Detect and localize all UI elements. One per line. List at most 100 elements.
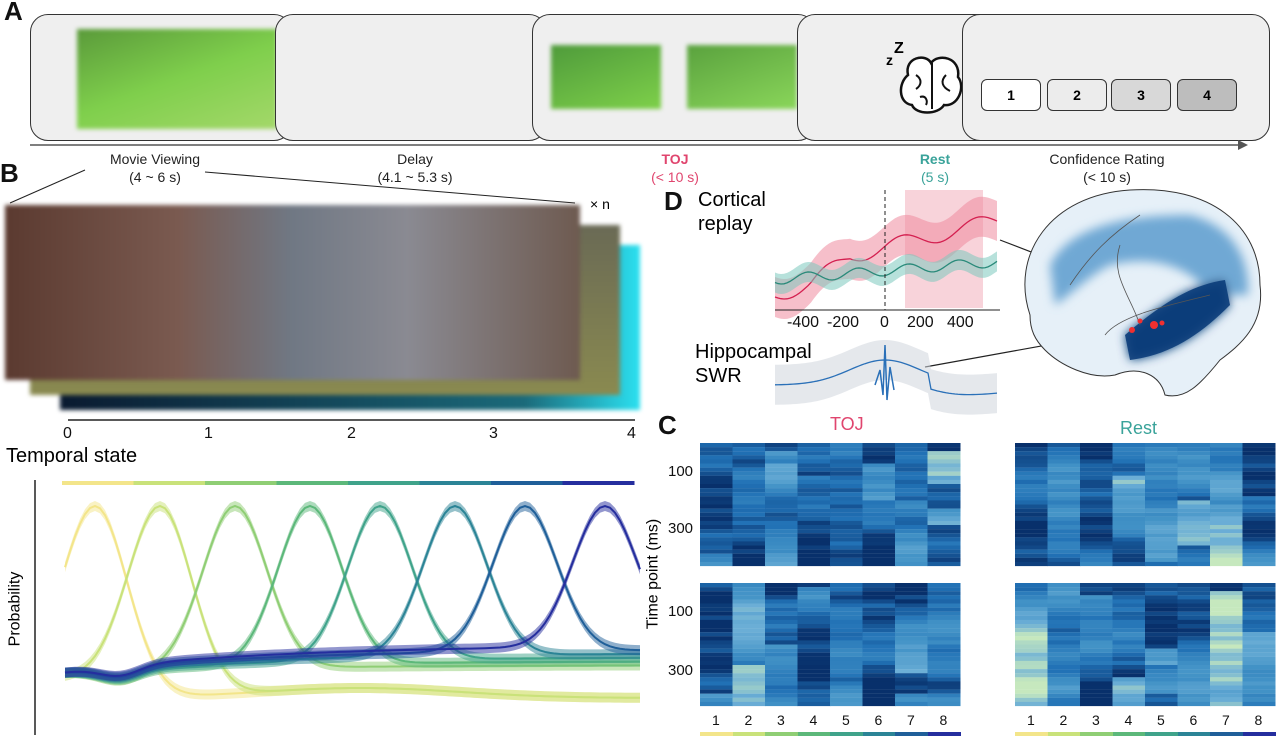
heatmap-cell <box>797 689 831 694</box>
heatmap-cell <box>1047 644 1081 649</box>
heatmap-cell <box>1015 611 1048 616</box>
heatmap-cell <box>895 693 928 698</box>
heatmap-cell <box>927 632 961 637</box>
heatmap-cell <box>1047 475 1081 480</box>
heatmap-cell <box>797 648 831 653</box>
heatmap-cell <box>1015 541 1048 546</box>
heatmap-cell <box>895 467 928 472</box>
heatmap-cell <box>1242 492 1276 497</box>
state-column-label: 8 <box>939 712 948 728</box>
heatmap-cell <box>765 624 798 629</box>
svg-text:Z: Z <box>894 40 904 57</box>
heatmap-cell <box>1047 595 1081 600</box>
heatmap-cell <box>797 471 831 476</box>
heatmap-cell <box>927 525 961 530</box>
state-column-label: 3 <box>777 712 785 728</box>
heatmap-cell <box>862 475 896 480</box>
heatmap-cell <box>1080 471 1113 476</box>
heatmap-cell <box>862 516 896 521</box>
heatmap-cell <box>1242 701 1276 707</box>
heatmap-cell <box>1112 640 1146 645</box>
heatmap-cell <box>1145 443 1178 448</box>
heatmap-cell <box>797 492 831 497</box>
heatmap-cell <box>732 496 766 501</box>
cortical-text: Cortical <box>698 189 766 211</box>
rating-button-1[interactable]: 1 <box>981 79 1041 111</box>
heatmap-cell <box>1210 611 1243 616</box>
toj-clip-2 <box>687 45 797 109</box>
heatmap-cell <box>1145 669 1178 674</box>
heatmap-cell <box>797 615 831 620</box>
heatmap-cell <box>1047 652 1081 657</box>
heatmap-cell <box>862 455 896 460</box>
heatmap-cell <box>1047 685 1081 690</box>
heatmap-cell <box>1177 516 1211 521</box>
heatmap-cell <box>765 545 798 550</box>
heatmap-cell <box>765 520 798 526</box>
heatmap-cell <box>830 636 863 641</box>
heatmap-cell <box>765 484 798 489</box>
heatmap-cell <box>895 500 928 505</box>
heatmap-cell <box>1210 549 1243 554</box>
heatmap-cell <box>732 669 766 674</box>
heatmap-cell <box>1177 484 1211 489</box>
heatmap-cell <box>1177 463 1211 468</box>
heatmap-cell <box>1112 525 1146 530</box>
rating-button-4[interactable]: 4 <box>1177 79 1237 111</box>
heatmap-cell <box>1015 587 1048 592</box>
heatmap-cell <box>1242 451 1276 456</box>
heatmap-cell <box>700 553 733 558</box>
heatmap-cell <box>830 455 863 460</box>
rating-button-3[interactable]: 3 <box>1111 79 1171 111</box>
rating-button-2[interactable]: 2 <box>1047 79 1107 111</box>
heatmap-cell <box>1112 648 1146 653</box>
heatmap-cell <box>1112 561 1146 567</box>
heatmap-cell <box>895 475 928 480</box>
heatmap-cell <box>862 685 896 690</box>
heatmap-cell <box>1177 492 1211 497</box>
heatmap-cell <box>797 500 831 505</box>
heatmap-cell <box>732 475 766 480</box>
heatmap-cell <box>1112 607 1146 612</box>
state-color-swatch <box>895 732 928 736</box>
heatmap-cell <box>1177 537 1211 542</box>
heatmap-cell <box>1145 697 1178 702</box>
heatmap-cell <box>927 669 961 674</box>
heatmap-cell <box>1080 632 1113 637</box>
heatmap-cell <box>1015 640 1048 645</box>
heatmap-cell <box>830 660 863 666</box>
heatmap-cell <box>1112 681 1146 686</box>
heatmap-cell <box>1112 512 1146 517</box>
heatmap-cell <box>700 525 733 530</box>
heatmap-cell <box>862 644 896 649</box>
heatmap-cell <box>1047 504 1081 509</box>
heatmap-cell <box>1015 492 1048 497</box>
heatmap-cell <box>797 512 831 517</box>
heatmap-cell <box>830 648 863 653</box>
heatmap-cell <box>1112 693 1146 698</box>
heatmap-cell <box>830 533 863 538</box>
heatmap-cell <box>1177 640 1211 645</box>
heatmap-cell <box>1145 656 1178 661</box>
heatmap-cell <box>1210 656 1243 661</box>
timeline-duration: (< 10 s) <box>651 169 699 185</box>
heatmap-cell <box>895 557 928 562</box>
heatmap-cell <box>797 520 831 526</box>
heatmap-cell <box>1112 660 1146 666</box>
timeline-duration: (5 s) <box>921 169 949 185</box>
state-color-swatch <box>830 732 863 736</box>
heatmap-cell <box>1210 681 1243 686</box>
heatmap-cell <box>1047 619 1081 625</box>
heatmap-cell <box>1112 443 1146 448</box>
heatmap-cell <box>732 599 766 604</box>
heatmap-2 <box>1015 443 1276 567</box>
state-column-label: 6 <box>874 712 883 728</box>
heatmap-cell <box>862 607 896 612</box>
heatmap-cell <box>1080 697 1113 702</box>
heatmap-cell <box>830 591 863 596</box>
heatmap-cell <box>700 656 733 661</box>
heatmap-cell <box>1177 451 1211 456</box>
heatmap-cell <box>700 447 733 452</box>
heatmap-cell <box>765 628 798 633</box>
heatmap-cell <box>1242 665 1276 670</box>
